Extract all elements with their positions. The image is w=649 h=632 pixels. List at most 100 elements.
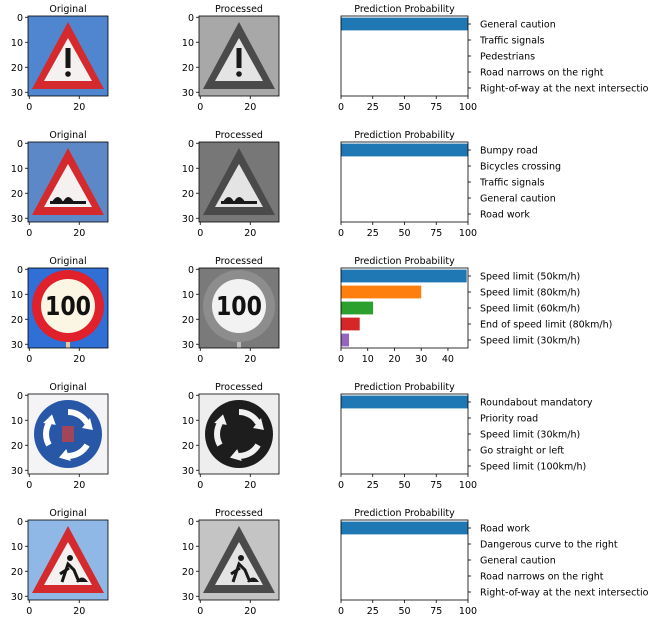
- category-label: Speed limit (30km/h): [480, 336, 580, 347]
- ytick-label: 30: [11, 592, 23, 603]
- value-tick-label: 75: [430, 228, 442, 239]
- chart-title: Prediction Probability: [354, 130, 455, 141]
- ytick-label: 30: [11, 214, 23, 225]
- ytick-label: 10: [182, 38, 194, 49]
- ytick-label: 0: [17, 13, 23, 24]
- ytick-label: 20: [11, 63, 23, 74]
- category-label: Go straight or left: [480, 446, 564, 457]
- bar: [341, 521, 468, 535]
- ytick-label: 10: [11, 542, 23, 553]
- value-tick-label: 25: [367, 480, 379, 491]
- processed-frame: [198, 141, 280, 223]
- original-frame: [27, 141, 109, 223]
- roundabout-picture: [199, 394, 279, 474]
- general-caution-picture: [28, 16, 108, 96]
- category-label: Speed limit (30km/h): [480, 430, 580, 441]
- ytick-label: 0: [188, 139, 194, 150]
- chart-title: Prediction Probability: [354, 508, 455, 519]
- value-tick-label: 50: [398, 480, 410, 491]
- xtick-label: 0: [26, 228, 32, 239]
- original-frame: [27, 267, 109, 349]
- xtick-label: 20: [73, 354, 85, 365]
- sign-text: 100: [45, 291, 91, 321]
- subplot-title: Processed: [215, 130, 263, 141]
- category-label: Bumpy road: [480, 146, 538, 157]
- value-tick-label: 10: [362, 354, 374, 365]
- original-frame: [27, 519, 109, 601]
- value-tick-label: 50: [398, 102, 410, 113]
- sign-text: 100: [216, 291, 262, 321]
- road-work-picture: [28, 520, 108, 600]
- chart-title: Prediction Probability: [354, 4, 455, 15]
- ytick-label: 10: [182, 164, 194, 175]
- category-label: Priority road: [480, 414, 538, 425]
- bar: [341, 301, 374, 315]
- ytick-label: 20: [11, 315, 23, 326]
- bumpy-road-picture: [28, 142, 108, 222]
- speed-limit-100-picture: 100: [199, 268, 279, 348]
- value-tick-label: 0: [338, 102, 344, 113]
- xtick-label: 20: [73, 606, 85, 617]
- ytick-label: 10: [182, 542, 194, 553]
- original-frame: [27, 15, 109, 97]
- ytick-label: 10: [11, 38, 23, 49]
- category-label: Road narrows on the right: [480, 68, 604, 79]
- value-tick-label: 0: [338, 606, 344, 617]
- bar: [341, 333, 350, 347]
- ytick-label: 10: [182, 290, 194, 301]
- xtick-label: 20: [244, 102, 256, 113]
- category-label: Speed limit (100km/h): [480, 462, 586, 473]
- processed-frame: [198, 267, 280, 349]
- ytick-label: 30: [182, 466, 194, 477]
- value-tick-label: 25: [367, 102, 379, 113]
- bar: [341, 17, 468, 31]
- xtick-label: 20: [244, 480, 256, 491]
- prediction-chart: Prediction Probability Speed limit (50km/…: [338, 256, 612, 365]
- ytick-label: 20: [11, 567, 23, 578]
- ytick-label: 0: [188, 13, 194, 24]
- category-label: Road work: [480, 210, 530, 221]
- value-tick-label: 100: [459, 606, 477, 617]
- xtick-label: 0: [197, 354, 203, 365]
- ytick-label: 30: [182, 592, 194, 603]
- subplot-title: Processed: [215, 382, 263, 393]
- category-label: End of speed limit (80km/h): [480, 320, 612, 331]
- subplot-title: Processed: [215, 4, 263, 15]
- bar: [341, 317, 360, 331]
- roundabout-picture: [28, 394, 108, 474]
- value-tick-label: 50: [398, 606, 410, 617]
- value-tick-label: 75: [430, 606, 442, 617]
- bumpy-road-picture: [199, 142, 279, 222]
- category-label: Roundabout mandatory: [480, 398, 593, 409]
- value-tick-label: 0: [338, 480, 344, 491]
- bar: [341, 285, 422, 299]
- category-label: Bicycles crossing: [480, 162, 561, 173]
- ytick-label: 30: [182, 214, 194, 225]
- subplot-title: Processed: [215, 508, 263, 519]
- road-work-picture: [199, 520, 279, 600]
- value-tick-label: 75: [430, 480, 442, 491]
- value-tick-label: 100: [459, 228, 477, 239]
- xtick-label: 20: [73, 228, 85, 239]
- processed-frame: [198, 519, 280, 601]
- xtick-label: 0: [197, 102, 203, 113]
- category-label: Traffic signals: [479, 36, 545, 47]
- subplot-title: Processed: [215, 256, 263, 267]
- ytick-label: 20: [182, 567, 194, 578]
- category-label: Road work: [480, 524, 530, 535]
- category-label: Speed limit (60km/h): [480, 304, 580, 315]
- ytick-label: 30: [182, 340, 194, 351]
- xtick-label: 0: [26, 102, 32, 113]
- ytick-label: 0: [17, 139, 23, 150]
- value-tick-label: 50: [398, 228, 410, 239]
